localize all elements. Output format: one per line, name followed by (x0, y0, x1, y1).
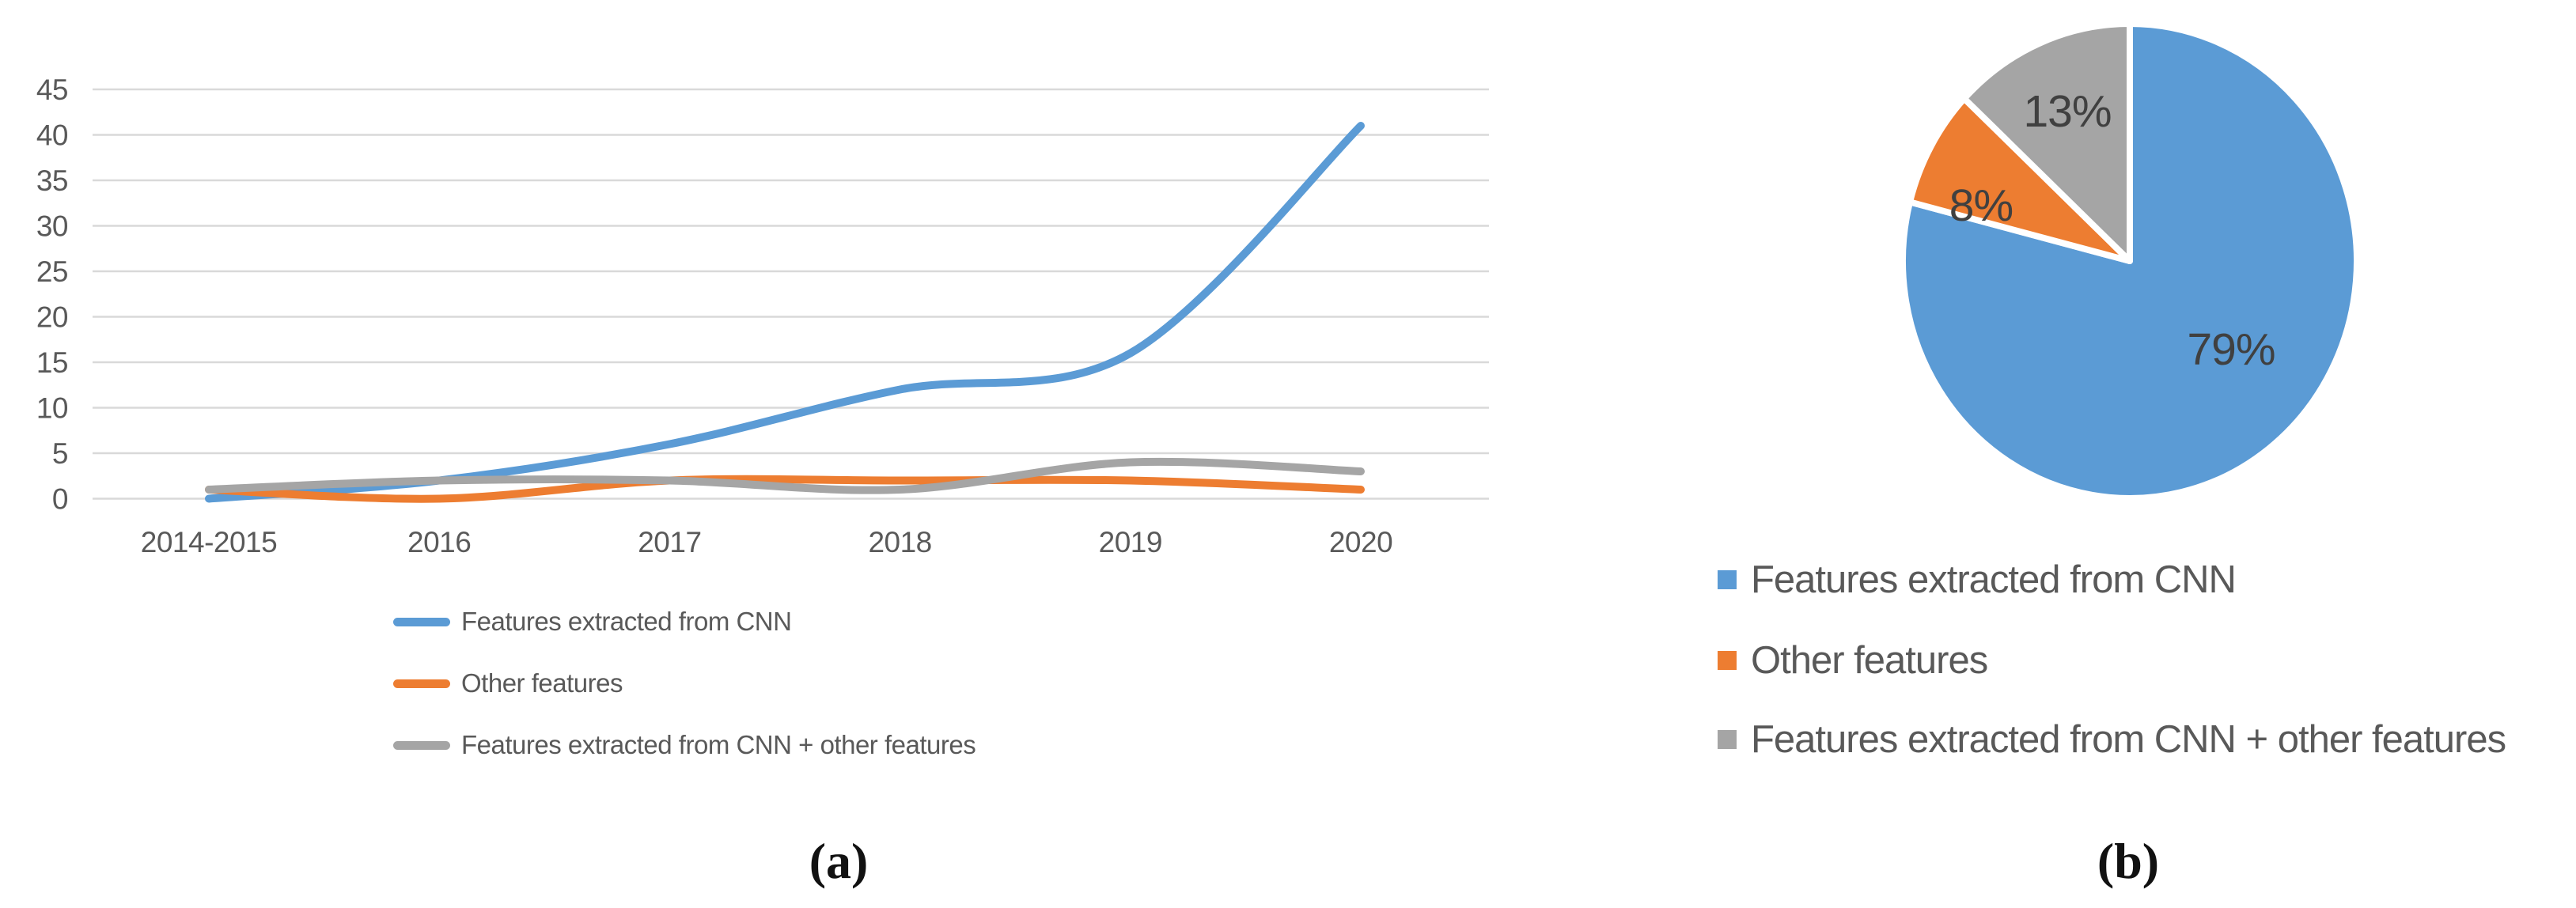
y-axis-tick-label: 35 (36, 165, 68, 197)
caption-b: (b) (2097, 833, 2160, 889)
legend-label: Other features (461, 668, 623, 698)
y-axis-tick-label: 40 (36, 119, 68, 152)
legend-line-swatch (393, 740, 450, 750)
x-axis-tick-label: 2018 (868, 526, 931, 558)
pie-slice-orange (1907, 95, 2133, 264)
legend-item: Other features (1718, 637, 1988, 684)
x-axis-tick-label: 2016 (407, 526, 471, 558)
legend-label: Features extracted from CNN + other feat… (461, 730, 976, 759)
legend-square-marker (1718, 730, 1737, 749)
legend-item: Features extracted from CNN + other feat… (1718, 716, 2506, 763)
legend-item: Features extracted from CNN (393, 602, 792, 641)
x-axis-tick-label: 2014-2015 (141, 526, 277, 558)
legend-item: Other features (393, 664, 623, 703)
line-series (205, 122, 1365, 503)
y-axis-tick-label: 20 (36, 301, 68, 334)
y-axis-tick-label: 5 (52, 437, 68, 470)
y-axis-tick-label: 45 (36, 74, 68, 106)
y-axis-tick-label: 0 (52, 483, 68, 516)
y-axis-tick-label: 30 (36, 210, 68, 243)
series-line-blue (205, 122, 1365, 503)
x-axis-tick-label: 2020 (1329, 526, 1392, 558)
x-axis-tick-labels: 2014-2015 2016 2017 2018 2019 2020 (141, 526, 1393, 558)
pie-slice-label: 13% (2023, 86, 2112, 137)
legend-square-marker (1718, 651, 1737, 670)
pie-chart (1900, 21, 2361, 501)
legend-label: Features extracted from CNN + other feat… (1751, 718, 2506, 761)
caption-a: (a) (809, 833, 869, 889)
legend-item: Features extracted from CNN (1718, 556, 2237, 603)
pie-slice-gray (1960, 21, 2133, 264)
y-axis-tick-label: 10 (36, 392, 68, 425)
legend-label: Features extracted from CNN (1751, 558, 2237, 601)
pie-slice-label: 8% (1949, 180, 2013, 231)
gridlines (93, 88, 1489, 500)
y-axis-tick-label: 15 (36, 346, 68, 379)
legend-line-swatch (393, 617, 450, 626)
series-line-orange (205, 475, 1365, 503)
legend-label: Features extracted from CNN (461, 607, 792, 636)
y-axis-tick-label: 25 (36, 255, 68, 288)
series-line-gray (205, 457, 1365, 494)
y-axis-tick-labels: 0 5 10 15 20 25 30 35 40 45 (36, 74, 69, 516)
legend-line-swatch (393, 679, 450, 688)
legend-label: Other features (1751, 639, 1988, 682)
pie-slice-label: 79% (2187, 324, 2275, 375)
legend-item: Features extracted from CNN + other feat… (393, 725, 976, 765)
x-axis-tick-label: 2019 (1099, 526, 1162, 558)
x-axis-tick-label: 2017 (638, 526, 701, 558)
legend-square-marker (1718, 570, 1737, 589)
